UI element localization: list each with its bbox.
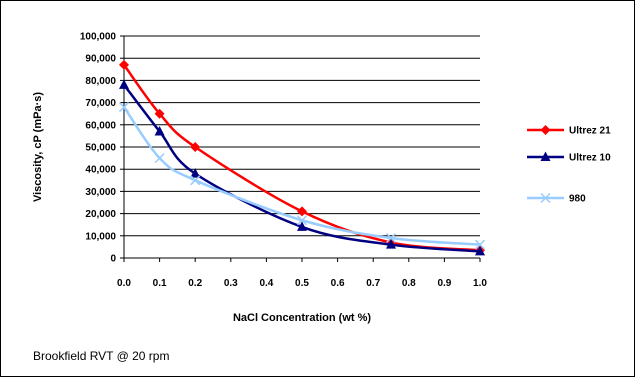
data-point-0 (154, 108, 165, 119)
data-point-2 (296, 215, 308, 226)
data-point-1 (190, 168, 201, 178)
legend-marker-1 (540, 151, 551, 161)
data-point-1 (475, 245, 485, 256)
legend-label-2: 980 (569, 194, 586, 205)
data-point-2 (190, 175, 201, 186)
y-tick-label: 60,000 (85, 120, 116, 131)
data-point-2 (385, 232, 397, 244)
y-tick-label: 90,000 (85, 54, 116, 65)
y-tick-label: 10,000 (85, 231, 116, 242)
legend-label-0: Ultrez 21 (569, 126, 611, 137)
y-tick-label: 100,000 (80, 32, 117, 43)
x-tick-label: 0.3 (224, 278, 238, 289)
legend-marker-0 (540, 125, 551, 135)
y-tick-label: 70,000 (85, 98, 116, 109)
data-point-0 (190, 142, 201, 152)
legend-label-1: Ultrez 10 (569, 153, 611, 164)
y-tick-label: 30,000 (85, 187, 116, 198)
legend-marker-2 (540, 192, 551, 204)
data-point-1 (297, 221, 307, 231)
data-point-2 (154, 153, 165, 164)
x-tick-label: 1.0 (473, 278, 487, 289)
y-tick-label: 80,000 (85, 76, 116, 87)
x-axis-title: NaCl Concentration (wt %) (233, 312, 371, 324)
y-axis-title: Viscosity, cP (mPa·s) (32, 92, 44, 202)
y-tick-label: 0 (110, 254, 116, 265)
x-tick-label: 0.6 (331, 278, 345, 289)
x-tick-label: 0.8 (402, 278, 416, 289)
data-point-2 (118, 102, 130, 113)
footnote: Brookfield RVT @ 20 rpm (33, 349, 170, 363)
x-tick-label: 0.0 (117, 278, 131, 289)
x-tick-label: 0.5 (295, 278, 309, 289)
x-tick-label: 0.2 (188, 278, 202, 289)
x-tick-label: 0.7 (366, 278, 380, 289)
y-tick-label: 20,000 (85, 209, 116, 220)
data-point-0 (119, 59, 129, 70)
x-tick-label: 0.4 (259, 278, 273, 289)
data-point-2 (474, 239, 486, 250)
x-tick-label: 0.1 (153, 278, 167, 289)
data-point-1 (386, 239, 396, 249)
x-tick-label: 0.9 (437, 278, 451, 289)
data-point-0 (297, 206, 307, 217)
y-tick-label: 40,000 (85, 165, 116, 176)
data-point-1 (154, 125, 165, 136)
y-tick-label: 50,000 (85, 143, 116, 154)
data-point-1 (119, 79, 129, 89)
